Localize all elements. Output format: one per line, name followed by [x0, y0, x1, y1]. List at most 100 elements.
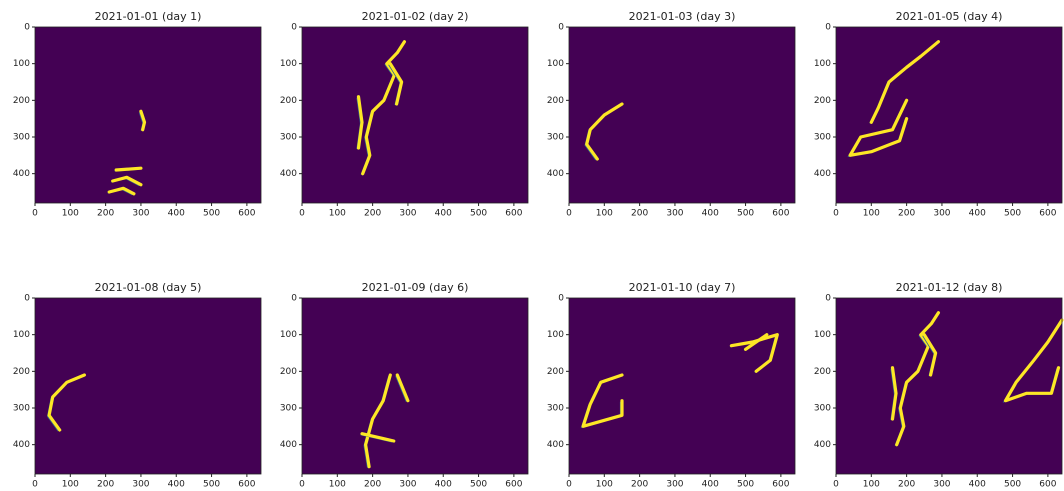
subplot-title: 2021-01-09 (day 6)	[362, 281, 469, 294]
x-tick-label: 200	[97, 480, 114, 490]
y-tick-label: 200	[280, 367, 297, 377]
y-tick-label: 400	[280, 169, 297, 179]
x-tick-label: 300	[933, 209, 950, 219]
x-tick-label: 500	[470, 209, 487, 219]
x-tick-label: 0	[32, 480, 38, 490]
subplot-title: 2021-01-05 (day 4)	[896, 10, 1003, 23]
x-tick-label: 600	[772, 209, 789, 219]
y-tick-label: 0	[24, 294, 30, 304]
x-tick-label: 500	[1004, 209, 1021, 219]
x-tick-label: 600	[505, 209, 522, 219]
x-tick-label: 500	[737, 480, 754, 490]
y-tick-label: 200	[13, 96, 30, 106]
x-tick-label: 300	[132, 480, 149, 490]
x-tick-label: 100	[62, 209, 79, 219]
y-tick-label: 200	[814, 96, 831, 106]
y-tick-label: 300	[280, 133, 297, 143]
y-tick-label: 400	[814, 440, 831, 450]
x-tick-label: 400	[969, 480, 986, 490]
x-tick-label: 400	[702, 480, 719, 490]
image-background	[836, 298, 1062, 474]
x-tick-label: 300	[666, 480, 683, 490]
y-tick-label: 100	[280, 330, 297, 340]
subplot-title: 2021-01-01 (day 1)	[95, 10, 202, 23]
y-tick-label: 0	[825, 294, 831, 304]
y-tick-label: 400	[814, 169, 831, 179]
x-tick-label: 400	[435, 480, 452, 490]
y-tick-label: 300	[13, 404, 30, 414]
y-tick-label: 300	[13, 133, 30, 143]
x-tick-label: 600	[505, 480, 522, 490]
x-tick-label: 0	[833, 209, 839, 219]
x-tick-label: 600	[772, 480, 789, 490]
subplot-title: 2021-01-02 (day 2)	[362, 10, 469, 23]
subplot: 2021-01-12 (day 8) 0 100 200 300 400 500 600 0 10…	[814, 281, 1062, 490]
x-tick-label: 200	[631, 209, 648, 219]
x-tick-label: 300	[399, 209, 416, 219]
image-background	[302, 27, 528, 203]
x-tick-label: 100	[863, 209, 880, 219]
x-tick-label: 0	[299, 209, 305, 219]
x-tick-label: 200	[364, 209, 381, 219]
x-tick-label: 400	[168, 209, 185, 219]
y-tick-label: 300	[280, 404, 297, 414]
x-tick-label: 500	[1004, 480, 1021, 490]
x-tick-label: 600	[1039, 209, 1056, 219]
y-tick-label: 0	[558, 294, 564, 304]
y-tick-label: 300	[547, 133, 564, 143]
x-tick-label: 600	[1039, 480, 1056, 490]
subplot: 2021-01-05 (day 4)0100200300400500600010…	[814, 10, 1062, 219]
x-tick-label: 300	[399, 480, 416, 490]
x-tick-label: 400	[168, 480, 185, 490]
x-tick-label: 600	[238, 209, 255, 219]
subplot-title: 2021-01-12 (day 8)	[896, 281, 1003, 294]
y-tick-label: 400	[280, 440, 297, 450]
x-tick-label: 400	[969, 209, 986, 219]
y-tick-label: 0	[291, 23, 297, 33]
x-tick-label: 500	[203, 209, 220, 219]
y-tick-label: 0	[291, 294, 297, 304]
y-tick-label: 200	[13, 367, 30, 377]
subplot: 2021-01-03 (day 3)0100200300400500600010…	[547, 10, 795, 219]
y-tick-label: 100	[13, 330, 30, 340]
x-tick-label: 100	[863, 480, 880, 490]
y-tick-label: 300	[814, 404, 831, 414]
x-tick-label: 200	[898, 480, 915, 490]
image-background	[836, 27, 1062, 203]
x-tick-label: 100	[329, 209, 346, 219]
image-background	[302, 298, 528, 474]
subplot-title: 2021-01-10 (day 7)	[629, 281, 736, 294]
x-tick-label: 300	[933, 480, 950, 490]
y-tick-label: 400	[547, 169, 564, 179]
y-tick-label: 100	[814, 59, 831, 69]
x-tick-label: 0	[833, 480, 839, 490]
x-tick-label: 400	[702, 209, 719, 219]
x-tick-label: 200	[898, 209, 915, 219]
mask-region	[116, 168, 141, 170]
subplot: 2021-01-01 (day 1) 0 100 200 300 400 500 600 0 10…	[13, 10, 261, 219]
x-tick-label: 500	[737, 209, 754, 219]
x-tick-label: 0	[32, 209, 38, 219]
x-tick-label: 600	[238, 480, 255, 490]
x-tick-label: 0	[566, 480, 572, 490]
y-tick-label: 100	[13, 59, 30, 69]
subplot: 2021-01-02 (day 2)0100200300400500600010…	[280, 10, 528, 219]
image-background	[35, 298, 261, 474]
image-background	[35, 27, 261, 203]
y-tick-label: 0	[24, 23, 30, 33]
y-tick-label: 0	[558, 23, 564, 33]
y-tick-label: 400	[547, 440, 564, 450]
subplot-title: 2021-01-03 (day 3)	[629, 10, 736, 23]
image-background	[569, 298, 795, 474]
x-tick-label: 200	[364, 480, 381, 490]
x-tick-label: 100	[329, 480, 346, 490]
figure: 2021-01-01 (day 1) 0 100 200 300 400 500 600 0 10…	[0, 0, 1064, 491]
subplot-title: 2021-01-08 (day 5)	[95, 281, 202, 294]
x-tick-label: 300	[666, 209, 683, 219]
y-tick-label: 100	[814, 330, 831, 340]
x-tick-label: 300	[132, 209, 149, 219]
x-tick-label: 200	[97, 209, 114, 219]
x-tick-label: 200	[631, 480, 648, 490]
